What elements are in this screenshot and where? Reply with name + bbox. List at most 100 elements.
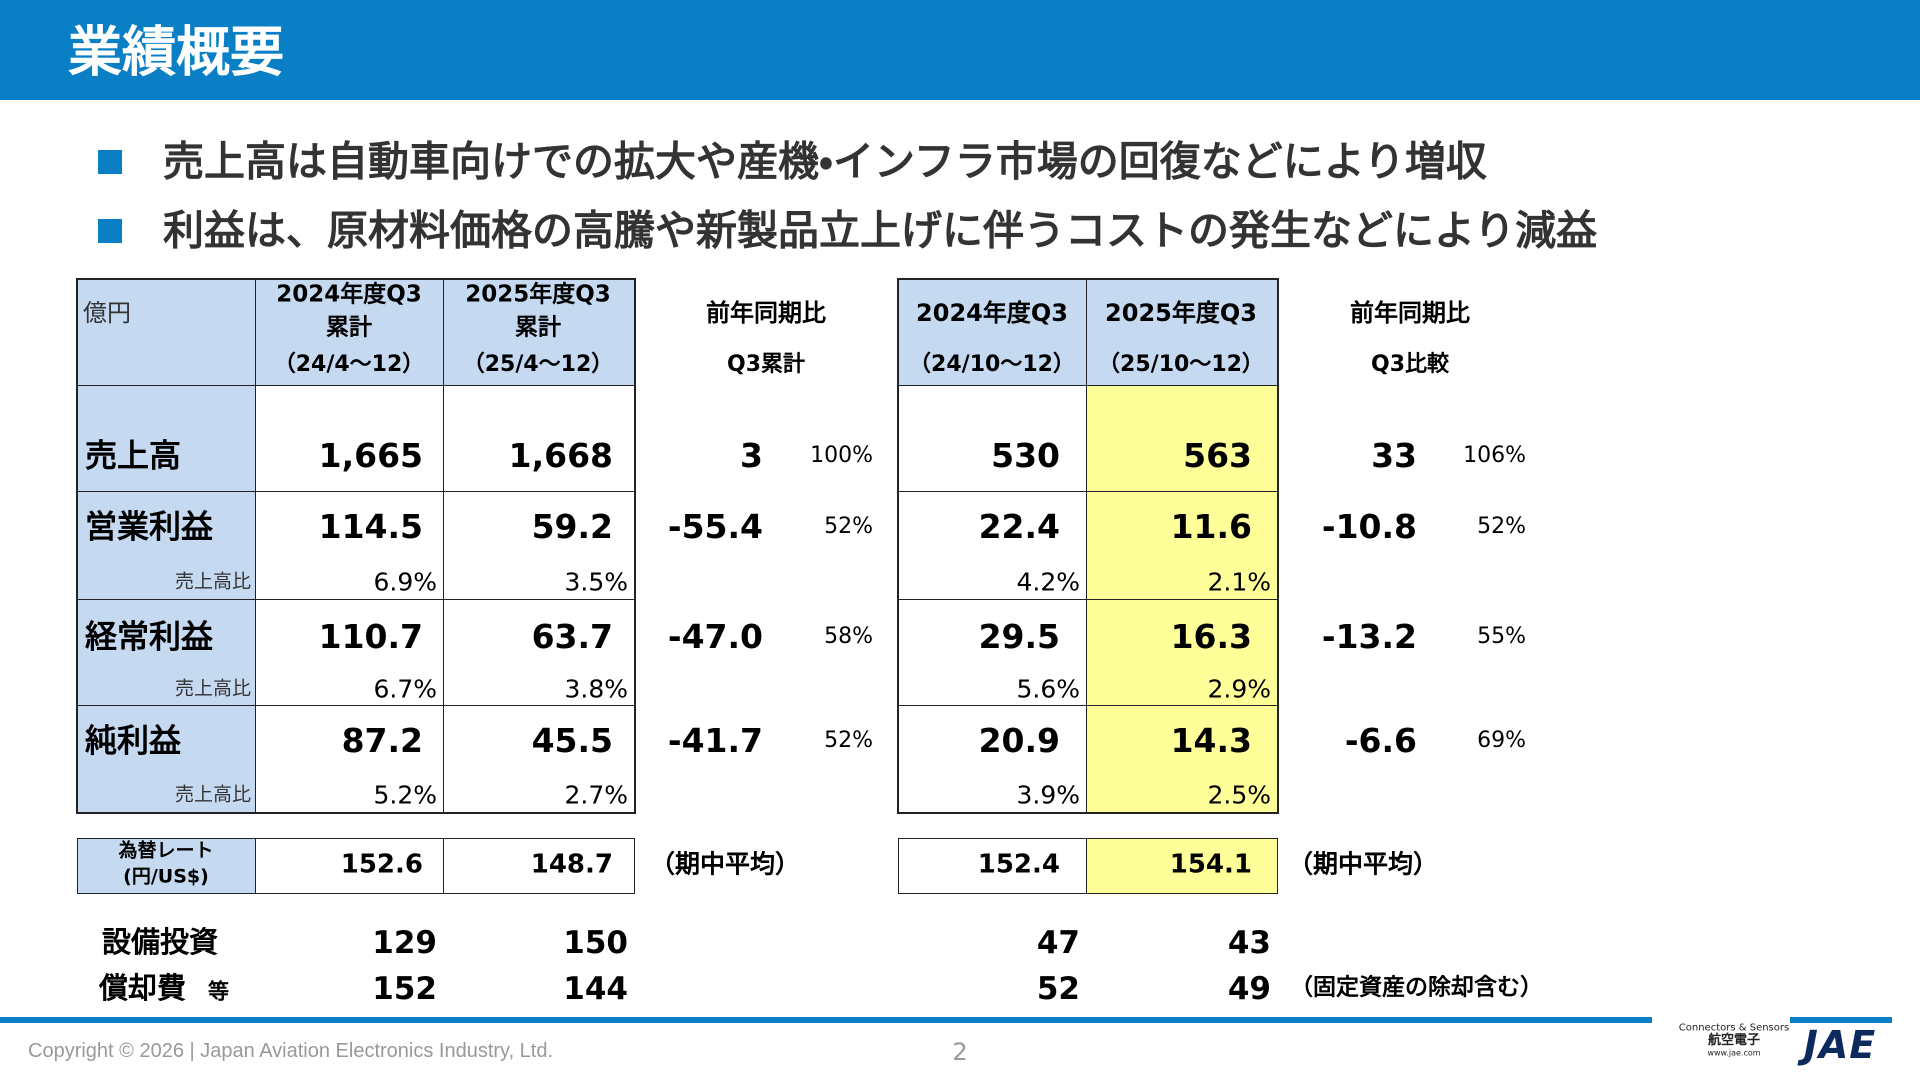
value: -6.6 <box>1344 720 1417 760</box>
depreciation-value: 52 <box>1036 970 1080 1007</box>
table-outline <box>897 278 1279 814</box>
column-title: 前年同期比 <box>706 298 826 327</box>
header-bar <box>0 0 1920 100</box>
depreciation-note: （固定資産の除却含む） <box>1290 974 1543 1001</box>
column-sub: 累計 <box>326 314 372 341</box>
capex-value: 129 <box>372 924 437 961</box>
column-period: Q3累計 <box>726 351 806 377</box>
row-label: 営業利益 <box>85 507 214 546</box>
column-title: 2024年度Q3 <box>276 281 422 308</box>
depreciation-value: 152 <box>372 970 437 1007</box>
ratio-label: 売上高比 <box>174 570 251 593</box>
ratio: 4.2% <box>1016 567 1080 597</box>
value: 1,665 <box>318 435 423 475</box>
table-cell <box>1086 491 1278 600</box>
value: 3 <box>740 435 763 475</box>
capex-value: 43 <box>1227 924 1271 961</box>
column-sub: 累計 <box>515 314 561 341</box>
value: 114.5 <box>318 506 423 546</box>
depreciation-value: 49 <box>1227 970 1271 1007</box>
ratio: 3.8% <box>564 674 628 704</box>
yoy-percent: 52% <box>1477 513 1526 539</box>
value: 563 <box>1183 435 1252 475</box>
value: -10.8 <box>1321 506 1417 546</box>
bullet-marker <box>98 219 122 243</box>
column-period: （25/10～12） <box>1098 351 1264 377</box>
yoy-percent: 69% <box>1477 727 1526 753</box>
table-cell <box>255 279 444 386</box>
table-cell <box>77 705 256 813</box>
yoy-percent: 52% <box>824 513 873 539</box>
value: 45.5 <box>531 720 613 760</box>
fx-value: 154.1 <box>1169 849 1252 880</box>
bullet-text: 売上高は自動車向けでの拡大や産機・インフラ市場の回復などにより増収 <box>163 137 1487 186</box>
column-title: 2024年度Q3 <box>916 298 1068 327</box>
table-cell <box>443 838 635 894</box>
table-cell <box>1086 599 1278 706</box>
value: 33 <box>1371 435 1417 475</box>
ratio: 6.9% <box>373 567 437 597</box>
unit-label: 億円 <box>83 298 131 327</box>
ratio: 2.7% <box>564 780 628 810</box>
capex-value: 47 <box>1036 924 1080 961</box>
title: 業績概要 <box>68 20 284 84</box>
value: 29.5 <box>978 616 1060 656</box>
ratio: 6.7% <box>373 674 437 704</box>
table-cell <box>1086 838 1278 894</box>
value: 11.6 <box>1170 506 1252 546</box>
column-period: （24/4～12） <box>273 351 425 377</box>
table-outline <box>76 278 636 814</box>
ratio: 2.9% <box>1207 674 1271 704</box>
value: 16.3 <box>1170 616 1252 656</box>
ratio: 3.9% <box>1016 780 1080 810</box>
depreciation-suffix: 等 <box>208 979 229 1004</box>
column-title: 2025年度Q3 <box>465 281 611 308</box>
column-period: （25/4～12） <box>462 351 614 377</box>
value: 1,668 <box>508 435 613 475</box>
ratio: 2.5% <box>1207 780 1271 810</box>
value: -55.4 <box>667 506 763 546</box>
value: 20.9 <box>978 720 1060 760</box>
value: 59.2 <box>531 506 613 546</box>
value: 110.7 <box>318 616 423 656</box>
column-period: （24/10～12） <box>909 351 1075 377</box>
table-cell <box>898 279 1087 386</box>
fx-note: （期中平均） <box>650 849 801 879</box>
column-title: 前年同期比 <box>1350 298 1470 327</box>
logo-name: 航空電子 <box>1707 1032 1761 1048</box>
row-label: 純利益 <box>85 721 182 760</box>
capex-label: 設備投資 <box>102 925 219 960</box>
ratio-label: 売上高比 <box>174 783 251 806</box>
yoy-percent: 100% <box>810 442 873 468</box>
yoy-percent: 52% <box>824 727 873 753</box>
value: 63.7 <box>531 616 613 656</box>
ratio: 5.2% <box>373 780 437 810</box>
column-period: Q3比較 <box>1370 351 1450 377</box>
yoy-percent: 55% <box>1477 623 1526 649</box>
value: -47.0 <box>667 616 763 656</box>
fx-unit: (円/US$) <box>123 865 209 888</box>
table-cell <box>77 385 256 492</box>
fx-value: 152.4 <box>977 849 1060 880</box>
row-label: 経常利益 <box>85 617 214 656</box>
logo-tagline: Connectors & Sensors <box>1678 1022 1790 1034</box>
fx-note: （期中平均） <box>1288 849 1439 879</box>
page-number: 2 <box>952 1037 968 1066</box>
copyright: Copyright © 2026 | Japan Aviation Electr… <box>28 1040 554 1062</box>
value: 22.4 <box>978 506 1060 546</box>
fx-label: 為替レート <box>118 839 214 862</box>
value: 14.3 <box>1170 720 1252 760</box>
ratio: 5.6% <box>1016 674 1080 704</box>
yoy-percent: 106% <box>1463 442 1526 468</box>
table-cell <box>77 279 256 386</box>
logo-url: www.jae.com <box>1707 1048 1761 1058</box>
bullet-text: 利益は、原材料価格の高騰や新製品立上げに伴うコストの発生などにより減益 <box>163 206 1598 255</box>
depreciation-value: 144 <box>563 970 628 1007</box>
column-title: 2025年度Q3 <box>1105 298 1257 327</box>
value: 530 <box>991 435 1060 475</box>
table-cell <box>1086 279 1278 386</box>
bullet-marker <box>98 150 122 174</box>
